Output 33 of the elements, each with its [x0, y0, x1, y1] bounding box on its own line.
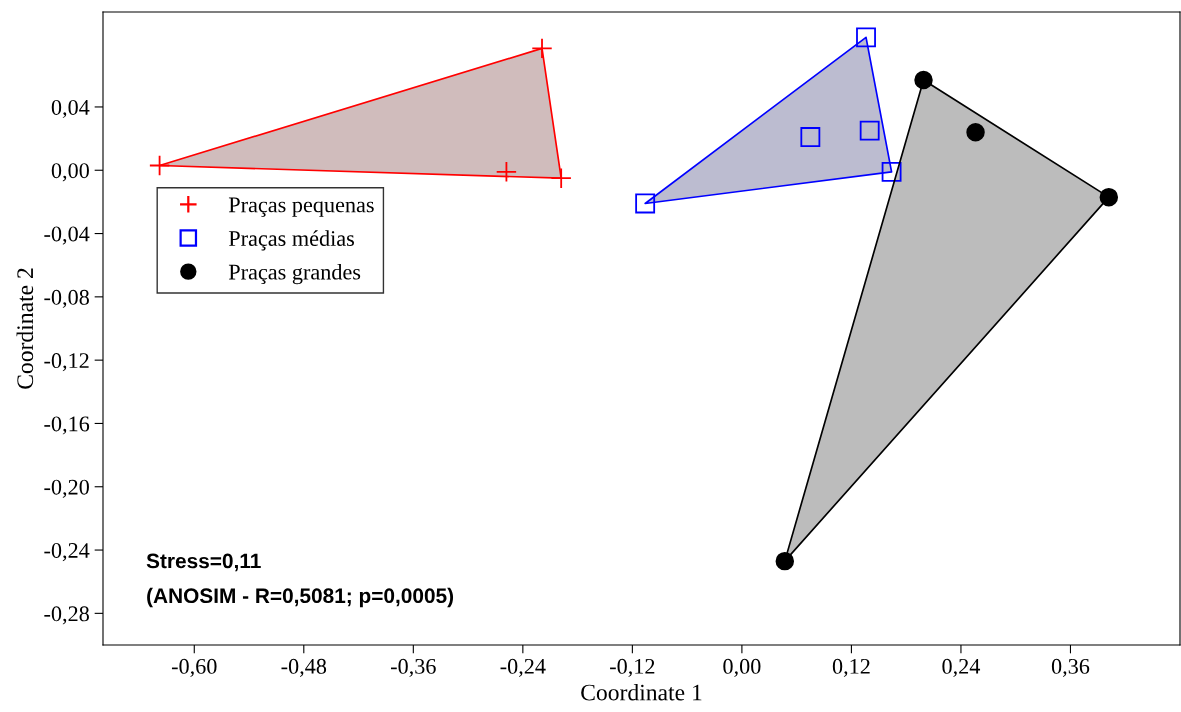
annotation: (ANOSIM - R=0,5081; p=0,0005) — [147, 587, 454, 608]
x-tick-label: 0,24 — [942, 658, 981, 678]
x-tick-label: -0,12 — [610, 658, 655, 678]
point — [495, 161, 518, 183]
legend-label: Praças grandes — [228, 263, 361, 285]
y-tick-label: 0,04 — [51, 99, 90, 119]
legend-label: Praças pequenas — [228, 197, 374, 217]
x-tick-label: 0,00 — [723, 658, 761, 678]
point — [966, 123, 985, 142]
x-tick-label: -0,36 — [391, 658, 436, 678]
y-tick-label: -0,28 — [44, 606, 89, 625]
x-tick-label: 0,12 — [832, 658, 870, 678]
y-tick-label: -0,04 — [44, 226, 90, 245]
point — [531, 37, 553, 60]
y-axis-title: Coordinate 2 — [16, 268, 34, 389]
point — [881, 161, 902, 182]
point — [859, 120, 880, 141]
y-tick-label: -0,08 — [44, 289, 89, 308]
point — [856, 27, 876, 48]
x-axis-title: Coordinate 1 — [581, 683, 702, 701]
y-tick-label: -0,20 — [44, 479, 89, 498]
x-tick-label: -0,60 — [171, 658, 217, 678]
x-tick-label: 0,36 — [1051, 658, 1090, 678]
point — [800, 127, 821, 147]
y-tick-label: -0,12 — [44, 353, 89, 372]
legend-label: Praças médias — [228, 230, 354, 251]
y-tick-label: 0,00 — [51, 163, 89, 182]
y-tick-label: -0,16 — [44, 416, 90, 435]
y-tick-label: -0,24 — [44, 542, 90, 562]
annotation: Stress=0,11 — [146, 553, 261, 572]
point — [635, 193, 656, 214]
x-tick-label: -0,48 — [281, 658, 327, 678]
x-tick-label: -0,24 — [500, 658, 546, 678]
